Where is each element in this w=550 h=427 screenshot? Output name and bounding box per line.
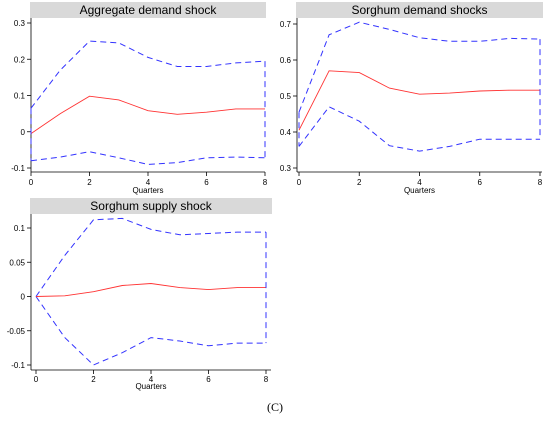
panel-title: Sorghum supply shock <box>90 199 212 213</box>
x-tick-label: 8 <box>538 178 543 187</box>
series-line-response <box>35 283 266 297</box>
x-tick-label: 0 <box>29 178 34 187</box>
chart-panel-2: Sorghum demand shocks 0.3 0.4 0.5 0.6 0.7 0 2 4 6… <box>280 2 543 195</box>
panel-title-band <box>296 2 543 18</box>
y-tick-label: 0.1 <box>14 224 26 233</box>
x-tick-label: 0 <box>297 178 302 187</box>
x-tick-label: 4 <box>149 375 154 384</box>
panel-title: Aggregate demand shock <box>80 3 218 17</box>
y-tick-label: 0.2 <box>14 55 26 64</box>
chart-panel-1: Aggregate demand shock -0.1 0 0.1 0.2 0.3 0 2 4 6… <box>11 2 268 195</box>
y-tick-label: 0.6 <box>280 56 292 65</box>
series-line-upper <box>298 21 541 113</box>
figure-caption: (C) <box>267 400 283 414</box>
y-tick-label: -0.05 <box>7 327 26 336</box>
y-tick-label: -0.1 <box>11 164 25 173</box>
x-tick-label: 6 <box>206 375 211 384</box>
x-tick-label: 0 <box>34 375 39 384</box>
y-tick-label: -0.1 <box>11 361 25 370</box>
series-line-response <box>30 95 265 134</box>
series-line-lower <box>298 106 540 152</box>
y-tick-label: 0.1 <box>14 92 26 101</box>
panel-title: Sorghum demand shocks <box>351 3 487 17</box>
y-tick-label: 0 <box>21 128 26 137</box>
x-tick-label: 6 <box>478 178 483 187</box>
chart-panel-3: Sorghum supply shock -0.1 -0.05 0 0.05 0.1 0 2 4… <box>7 198 272 391</box>
y-tick-label: 0 <box>21 293 26 302</box>
y-tick-label: 0.3 <box>14 19 26 28</box>
panel-title-band <box>30 198 272 214</box>
series-line-response <box>298 70 540 131</box>
x-tick-label: 2 <box>357 178 362 187</box>
x-tick-label: 2 <box>91 375 96 384</box>
series-line-lower <box>35 296 266 366</box>
x-tick-label: 4 <box>417 178 422 187</box>
series-line-lower <box>30 151 266 165</box>
y-tick-label: 0.7 <box>280 20 292 29</box>
x-axis-label: Quarters <box>135 382 166 391</box>
x-axis-label: Quarters <box>132 186 163 195</box>
y-tick-label: 0.4 <box>280 128 292 137</box>
y-tick-label: 0.3 <box>280 164 292 173</box>
panel-title-band <box>30 2 266 18</box>
x-tick-label: 8 <box>264 375 269 384</box>
y-tick-label: 0.05 <box>9 258 25 267</box>
series-line-upper <box>35 217 266 297</box>
x-tick-label: 6 <box>204 178 209 187</box>
x-tick-label: 2 <box>87 178 92 187</box>
x-tick-label: 8 <box>263 178 268 187</box>
x-axis-label: Quarters <box>404 186 435 195</box>
x-tick-label: 4 <box>146 178 151 187</box>
y-tick-label: 0.5 <box>280 92 292 101</box>
series-line-upper <box>30 40 266 109</box>
